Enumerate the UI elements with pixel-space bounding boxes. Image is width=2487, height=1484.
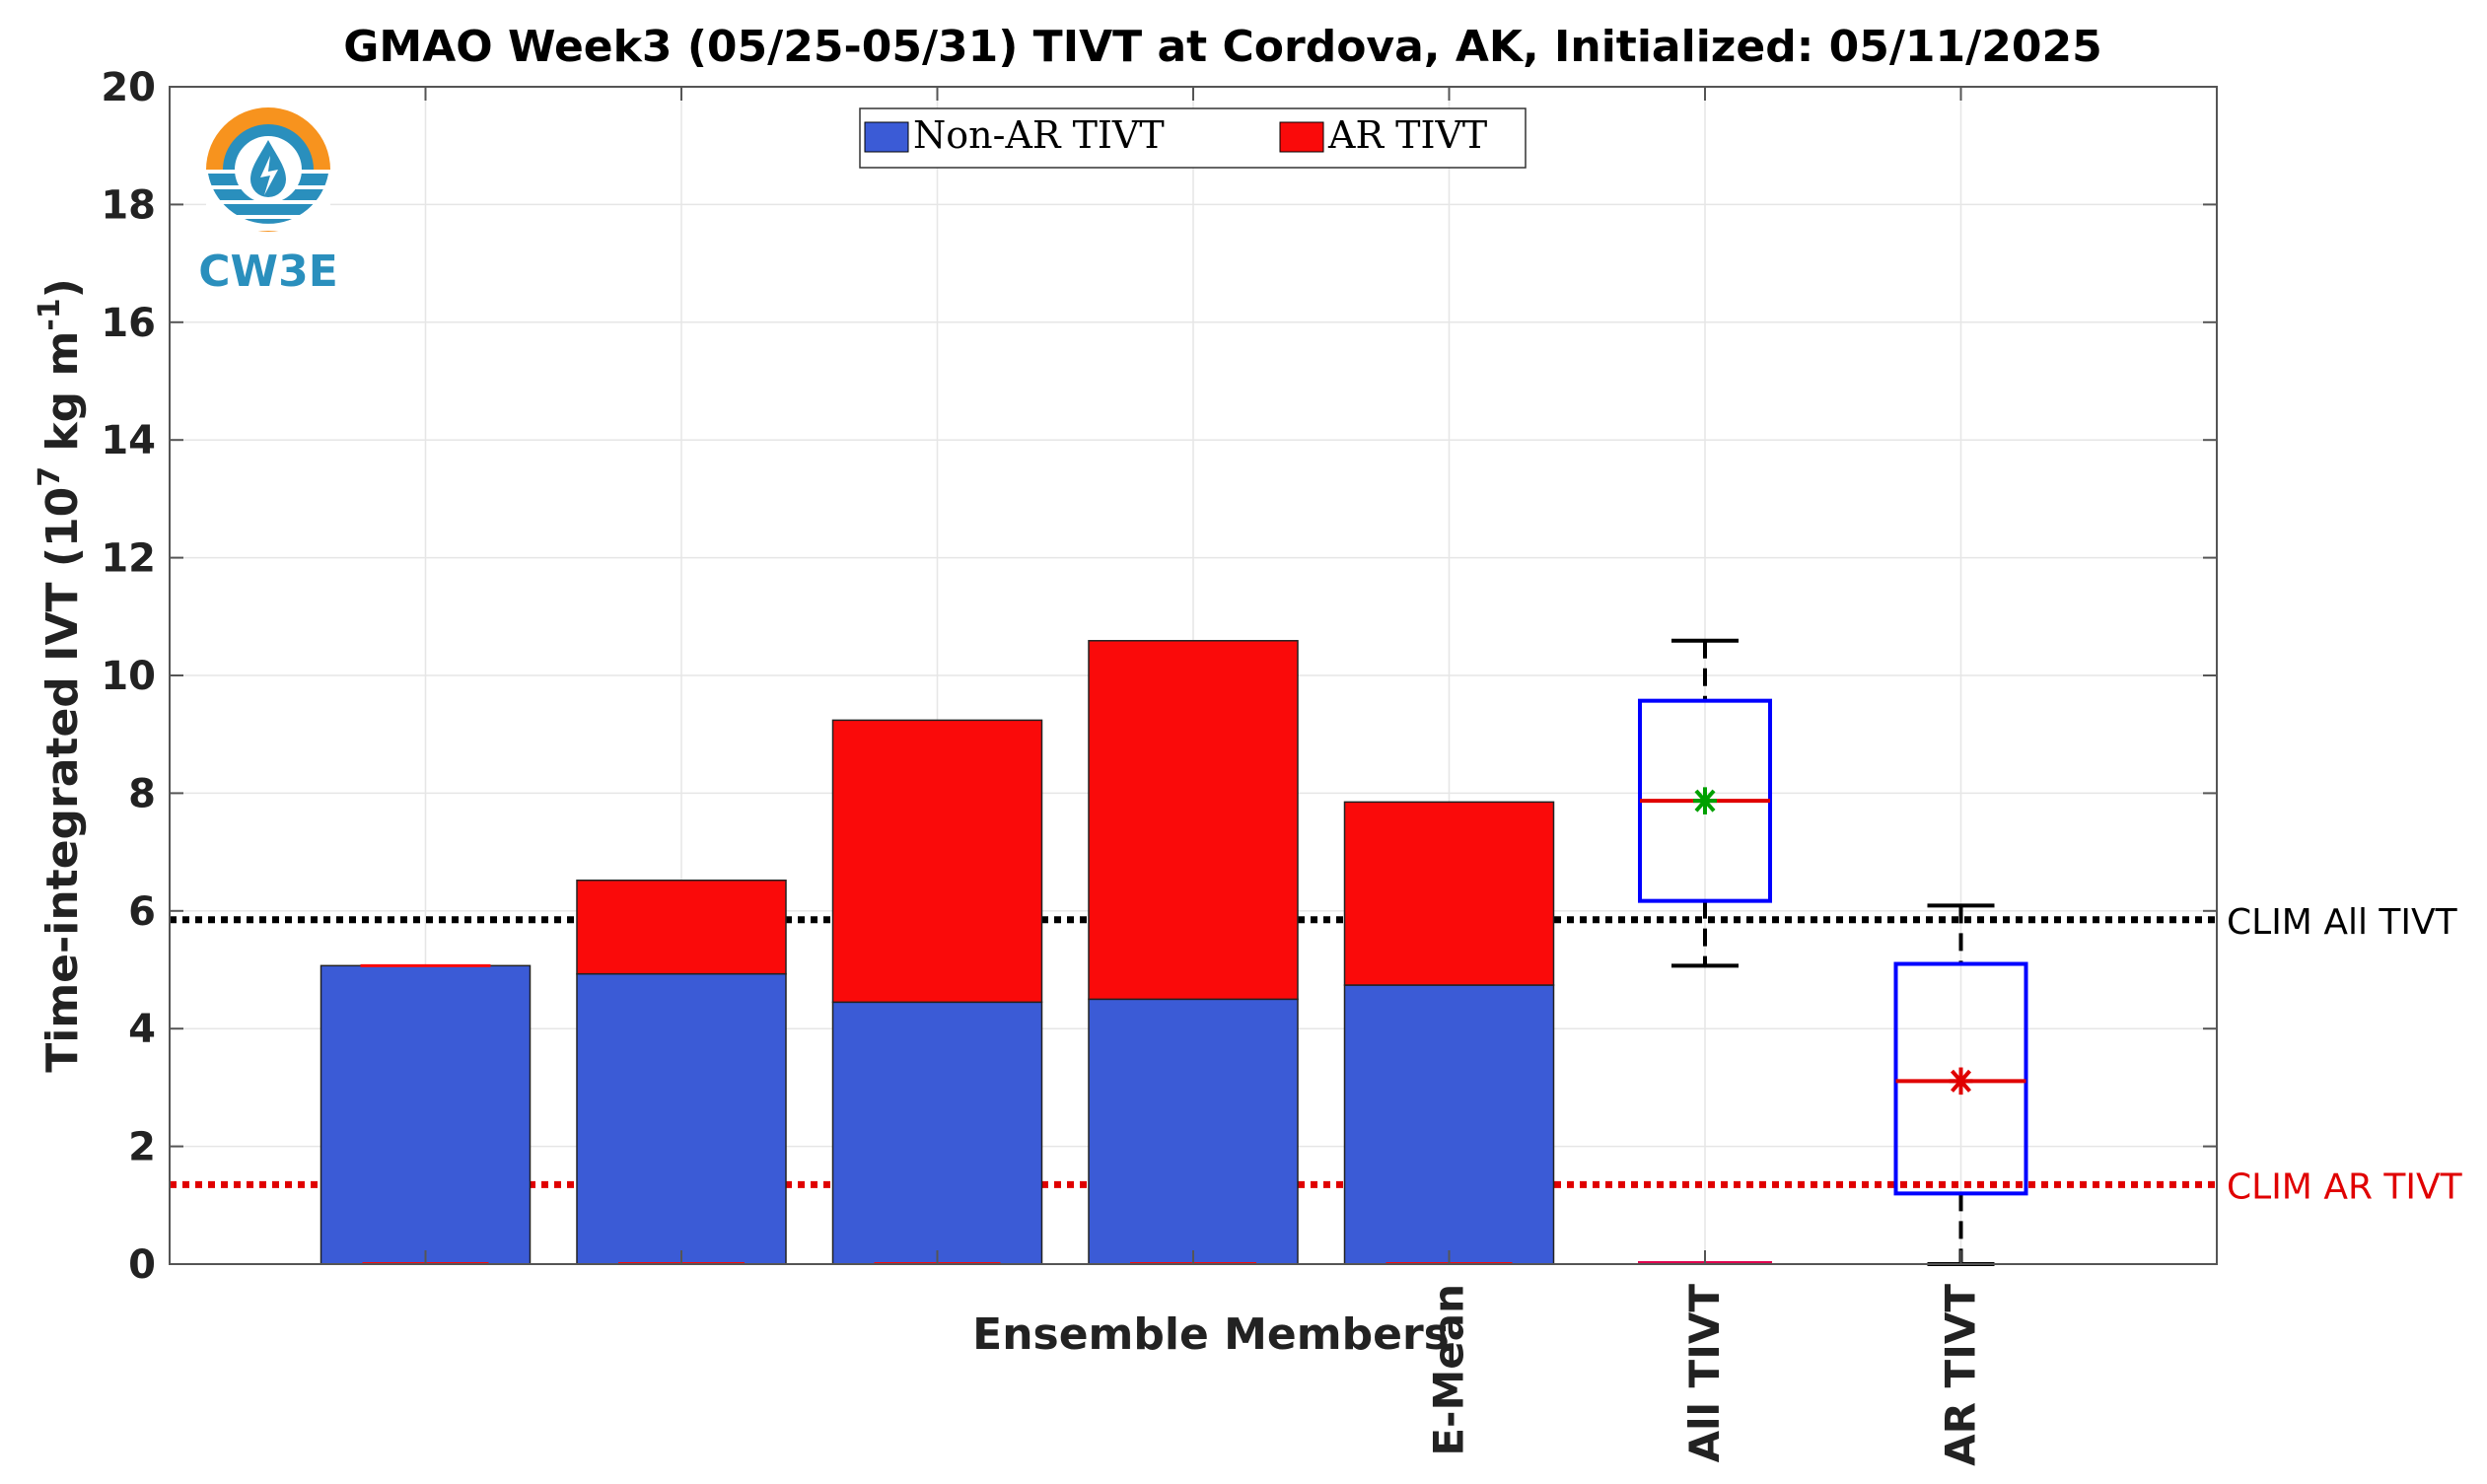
bar-segment — [1088, 998, 1299, 1265]
box-mean-marker — [1949, 1067, 1973, 1095]
legend-label-non-ar: Non-AR TIVT — [913, 113, 1165, 157]
bar-segment — [831, 719, 1043, 1004]
chart-title: GMAO Week3 (05/25-05/31) TIVT at Cordova… — [343, 22, 2101, 72]
y-axis: 0 2 4 6 8 10 12 14 16 18 20 — [101, 65, 2217, 1288]
x-tick-label: E-Mean — [1425, 1284, 1473, 1456]
y-axis-label: Time-integrated IVT (107 kg m-1) — [33, 278, 88, 1073]
legend: Non-AR TIVT AR TIVT — [859, 107, 1527, 169]
mean-stroke — [1694, 789, 1716, 813]
y-label-part-1: Time-integrated IVT (10 — [37, 487, 88, 1073]
reference-line-label: CLIM All TIVT — [2227, 902, 2458, 943]
legend-box — [859, 107, 1527, 169]
y-tick-label: 16 — [101, 301, 156, 346]
reference-lines — [170, 916, 2217, 1188]
mean-stroke — [1951, 1069, 1971, 1093]
reference-line-label: CLIM AR TIVT — [2227, 1166, 2463, 1207]
bar-segment — [831, 1001, 1043, 1265]
bar-segment — [576, 972, 787, 1265]
y-tick-label: 6 — [128, 889, 156, 935]
y-label-part-2: kg m — [37, 331, 88, 466]
bar-segment — [1343, 984, 1555, 1265]
bar-segment — [1343, 801, 1555, 986]
x-tick-label: All TIVT — [1680, 1284, 1729, 1463]
y-label-part-3: ) — [37, 278, 88, 298]
y-tick-label: 2 — [128, 1125, 156, 1170]
y-tick-label: 0 — [128, 1242, 156, 1288]
y-tick-label: 4 — [128, 1007, 156, 1052]
box-mean-marker — [1693, 787, 1717, 814]
x-axis-label: Ensemble Members — [972, 1309, 1450, 1360]
x-axis: E-Mean All TIVT AR TIVT — [1425, 1284, 1985, 1466]
y-tick-label: 12 — [101, 536, 156, 582]
box — [1893, 961, 2028, 1196]
legend-label-ar: AR TIVT — [1327, 113, 1487, 157]
y-tick-label: 8 — [128, 771, 156, 816]
y-tick-label: 14 — [101, 418, 156, 463]
bar-segment — [576, 880, 787, 975]
legend-swatch-non-ar — [864, 121, 909, 153]
bar-segment — [320, 964, 532, 1265]
logo-text: CW3E — [198, 247, 338, 297]
y-tick-label: 18 — [101, 182, 156, 228]
y-label-exponent-1: 7 — [33, 466, 67, 487]
bars — [320, 640, 1555, 1265]
y-label-exponent-2: -1 — [33, 298, 67, 330]
y-tick-label: 20 — [101, 65, 156, 110]
cw3e-logo: CW3E — [198, 107, 338, 297]
y-tick-label: 10 — [101, 654, 156, 699]
x-tick-label: AR TIVT — [1937, 1284, 1985, 1466]
logo-bolt-icon — [260, 156, 278, 195]
bar-segment — [1088, 640, 1299, 1001]
legend-swatch-ar — [1279, 121, 1324, 153]
boxplots — [1638, 638, 2028, 1266]
